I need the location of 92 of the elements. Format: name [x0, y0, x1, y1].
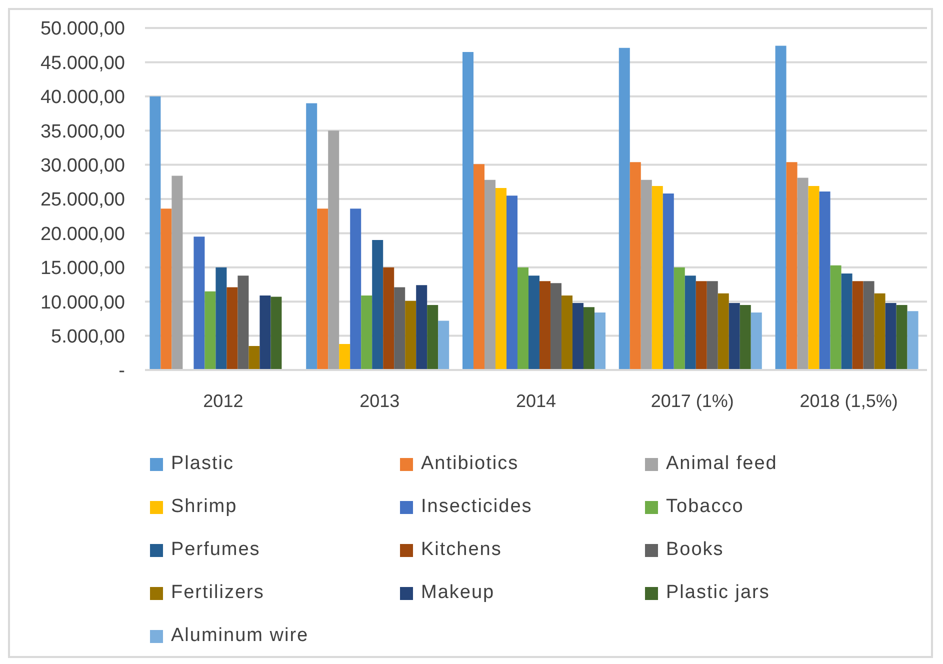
bar [394, 287, 406, 370]
legend-label: Plastic jars [666, 582, 770, 604]
y-tick-label: 30.000,00 [40, 156, 125, 177]
legend-label: Perfumes [171, 539, 260, 561]
legend-label: Tobacco [666, 496, 744, 518]
y-tick-label: 5.000,00 [51, 326, 125, 348]
x-tick-label: 2013 [360, 390, 400, 411]
legend-label: Plastic [171, 453, 234, 475]
bar [652, 186, 663, 370]
bar [841, 274, 852, 370]
bar [328, 130, 340, 370]
legend-label: Animal feed [666, 453, 778, 475]
bar [416, 285, 428, 370]
bar [830, 265, 842, 370]
bar [750, 312, 762, 370]
legend-label: Makeup [421, 582, 495, 604]
bar [684, 276, 696, 370]
bar [238, 276, 249, 370]
bar [438, 320, 450, 370]
legend-label: Shrimp [171, 496, 238, 518]
y-tick-label: 45.000,00 [40, 52, 125, 74]
y-tick-label: 20.000,00 [40, 224, 125, 245]
bar [339, 344, 350, 370]
x-tick-label: 2014 [516, 390, 556, 411]
bar [640, 180, 652, 370]
bar [775, 46, 786, 370]
bar [405, 300, 416, 370]
bar [896, 305, 908, 370]
legend-label: Aluminum wire [171, 625, 309, 647]
bar [204, 291, 216, 370]
bar [572, 302, 584, 370]
bar [583, 307, 594, 370]
bar [786, 162, 798, 370]
y-tick-label: 35.000,00 [40, 121, 125, 142]
x-tick-label: 2018 (1,5%) [800, 390, 898, 411]
bar [706, 281, 718, 370]
bar [306, 103, 318, 370]
bar [561, 295, 572, 370]
bar [808, 186, 820, 370]
y-tick-label: 40.000,00 [40, 87, 125, 108]
bar [740, 305, 751, 370]
bar [852, 281, 864, 370]
bar [372, 240, 384, 370]
bar [819, 191, 830, 370]
bar [383, 267, 394, 370]
legend-label: Kitchens [421, 539, 502, 561]
bar [194, 236, 205, 370]
bar [718, 293, 729, 370]
bar [863, 281, 874, 370]
bar [160, 208, 172, 370]
y-tick-label: 50.000,00 [40, 18, 125, 40]
bar [630, 162, 641, 370]
bar [495, 188, 506, 370]
bar [907, 311, 918, 370]
bar [885, 302, 896, 370]
bar [797, 178, 808, 370]
legend-label: Antibiotics [421, 453, 519, 475]
bar [462, 52, 474, 370]
bar [226, 287, 238, 370]
y-tick-label: - [118, 360, 125, 382]
bar [317, 208, 328, 370]
x-tick-label: 2017 (1%) [650, 390, 734, 411]
bar [216, 267, 227, 370]
bar [427, 305, 438, 370]
bar [350, 208, 362, 370]
bar [270, 296, 282, 370]
bar [528, 276, 540, 370]
y-tick-label: 15.000,00 [40, 258, 125, 280]
y-tick-label: 10.000,00 [40, 292, 125, 314]
bar [539, 281, 550, 370]
bar [728, 302, 740, 370]
legend-label: Books [666, 539, 724, 561]
bar [662, 194, 674, 370]
bar [874, 293, 886, 370]
bar [674, 267, 685, 370]
legend-label: Insecticides [421, 496, 532, 518]
legend-label: Fertilizers [171, 582, 264, 604]
bar [150, 96, 161, 370]
bar [506, 196, 518, 370]
bar [517, 267, 528, 370]
bar [260, 295, 271, 370]
bar [696, 281, 707, 370]
bar [550, 283, 562, 370]
bar [618, 48, 630, 370]
bar [473, 164, 484, 370]
bar [172, 176, 183, 370]
bar [484, 180, 496, 370]
y-tick-label: 25.000,00 [40, 190, 125, 211]
x-tick-label: 2012 [203, 390, 244, 411]
bar [361, 295, 372, 370]
bar [594, 312, 606, 370]
bar [248, 346, 260, 370]
